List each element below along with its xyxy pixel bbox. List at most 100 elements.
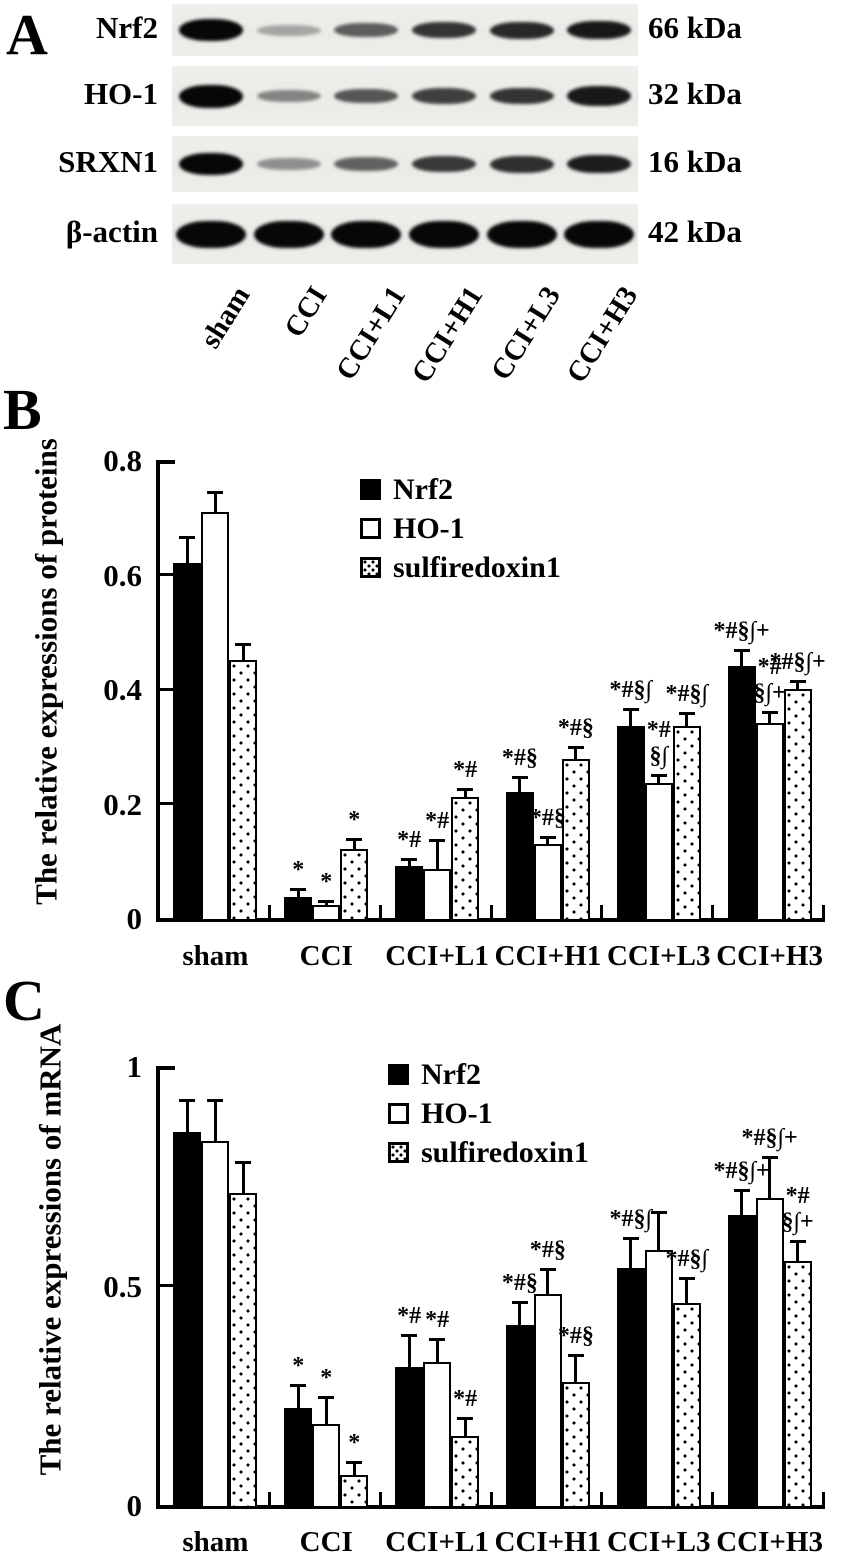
error-bar bbox=[546, 1270, 550, 1295]
blot-band bbox=[331, 220, 402, 248]
bar-nrf2 bbox=[616, 726, 645, 921]
error-bar-cap bbox=[429, 838, 446, 842]
legend-swatch-nrf2 bbox=[388, 1064, 409, 1085]
significance-annotation: *#§ bbox=[529, 1237, 566, 1264]
y-axis-line bbox=[156, 1066, 160, 1509]
blot-band bbox=[256, 24, 321, 36]
significance-annotation: * bbox=[320, 1365, 333, 1392]
error-bar-cap bbox=[789, 680, 806, 684]
error-bar-cap bbox=[567, 1353, 584, 1357]
significance-annotation: *# bbox=[425, 807, 450, 834]
bar-nrf2 bbox=[727, 1215, 756, 1508]
bar-ho1 bbox=[533, 1294, 562, 1508]
panel-a-letter: A bbox=[6, 2, 48, 67]
blot-band bbox=[489, 155, 554, 173]
bar-ho1 bbox=[644, 783, 673, 921]
significance-annotation: *# bbox=[397, 826, 422, 853]
protein-label: SRXN1 bbox=[58, 144, 158, 179]
y-tick bbox=[160, 573, 173, 576]
blot-band bbox=[567, 21, 632, 39]
significance-annotation: *#§∫ bbox=[609, 1206, 653, 1233]
bar-sulfiredoxin1 bbox=[783, 1261, 812, 1508]
bar-sulfiredoxin1 bbox=[561, 759, 590, 921]
error-bar-cap bbox=[429, 1338, 446, 1342]
error-bar-cap bbox=[318, 899, 335, 903]
blot-band bbox=[334, 157, 399, 171]
legend-label: sulfiredoxin1 bbox=[393, 551, 561, 584]
error-bar bbox=[546, 837, 550, 844]
legend-swatch-nrf2 bbox=[360, 479, 381, 500]
group-tick bbox=[489, 905, 493, 918]
panel-c-letter: C bbox=[3, 968, 45, 1033]
error-bar-cap bbox=[650, 774, 667, 778]
error-bar-cap bbox=[457, 787, 474, 791]
significance-annotation: *# bbox=[397, 1302, 422, 1329]
blot-strip-β-actin bbox=[172, 204, 638, 264]
significance-annotation: * bbox=[348, 1430, 361, 1457]
error-bar-cap bbox=[761, 711, 778, 715]
bar-nrf2 bbox=[616, 1267, 645, 1508]
error-bar bbox=[629, 710, 633, 727]
blot-band bbox=[408, 220, 479, 248]
y-axis-line bbox=[156, 460, 160, 922]
blot-band bbox=[256, 90, 321, 102]
y-tick bbox=[160, 460, 175, 464]
error-bar bbox=[685, 1278, 689, 1304]
error-bar-cap bbox=[622, 1237, 639, 1241]
error-bar-cap bbox=[678, 711, 695, 715]
category-label: CCI+L1 bbox=[385, 940, 489, 972]
y-tick-label: 0.6 bbox=[103, 557, 142, 593]
y-tick-label: 0 bbox=[126, 1488, 143, 1523]
error-bar-cap bbox=[401, 857, 418, 861]
category-label: sham bbox=[182, 940, 249, 972]
kda-label: 16 kDa bbox=[648, 144, 742, 179]
error-bar bbox=[213, 493, 217, 512]
error-bar-cap bbox=[761, 1156, 778, 1160]
blot-band bbox=[334, 23, 399, 37]
category-label: CCI+H3 bbox=[716, 1526, 823, 1558]
error-bar-cap bbox=[650, 1211, 667, 1215]
significance-annotation: *#§∫ bbox=[609, 677, 653, 704]
category-label: CCI+H1 bbox=[494, 1526, 602, 1558]
error-bar bbox=[241, 645, 245, 661]
group-tick bbox=[822, 1492, 825, 1505]
western-blot-panel: Nrf2 66 kDa HO-1 32 kDa SRXN1 16 kDa β-actin 42… bbox=[0, 0, 851, 400]
y-tick-label: 0.4 bbox=[103, 672, 142, 707]
blot-band bbox=[253, 220, 324, 248]
bar-sulfiredoxin1 bbox=[672, 726, 701, 921]
y-tick-label: 0.8 bbox=[103, 443, 142, 478]
y-tick-label: 0 bbox=[126, 901, 143, 936]
significance-annotation: *#§ bbox=[529, 804, 566, 831]
error-bar-cap bbox=[539, 1268, 556, 1272]
blot-band bbox=[489, 21, 554, 39]
bar-ho1 bbox=[533, 843, 562, 921]
bar-sulfiredoxin1 bbox=[340, 1475, 369, 1508]
legend-swatch-sulfiredoxin1 bbox=[360, 557, 381, 578]
error-bar bbox=[352, 1463, 356, 1476]
category-label: CCI bbox=[299, 1526, 353, 1558]
bar-nrf2 bbox=[395, 1366, 424, 1508]
group-tick bbox=[711, 905, 715, 918]
blot-band bbox=[175, 220, 246, 248]
group-tick bbox=[378, 1492, 382, 1505]
significance-annotation: *#§ bbox=[557, 1322, 594, 1349]
category-label: CCI+H3 bbox=[716, 940, 823, 972]
category-label: CCI+L3 bbox=[606, 1526, 711, 1558]
kda-label: 66 kDa bbox=[648, 10, 742, 45]
group-tick bbox=[489, 1492, 493, 1505]
error-bar-cap bbox=[346, 1461, 363, 1465]
error-bar bbox=[352, 840, 356, 850]
error-bar-cap bbox=[179, 536, 196, 540]
protein-label: β-actin bbox=[65, 214, 158, 249]
error-bar bbox=[518, 777, 522, 793]
error-bar-cap bbox=[235, 1160, 252, 1164]
error-bar bbox=[435, 1340, 439, 1363]
y-tick-label: 0.2 bbox=[103, 786, 142, 822]
error-bar-cap bbox=[346, 838, 363, 842]
significance-annotation: *#§∫+ bbox=[769, 649, 826, 676]
error-bar bbox=[296, 889, 300, 897]
error-bar-cap bbox=[789, 1239, 806, 1243]
